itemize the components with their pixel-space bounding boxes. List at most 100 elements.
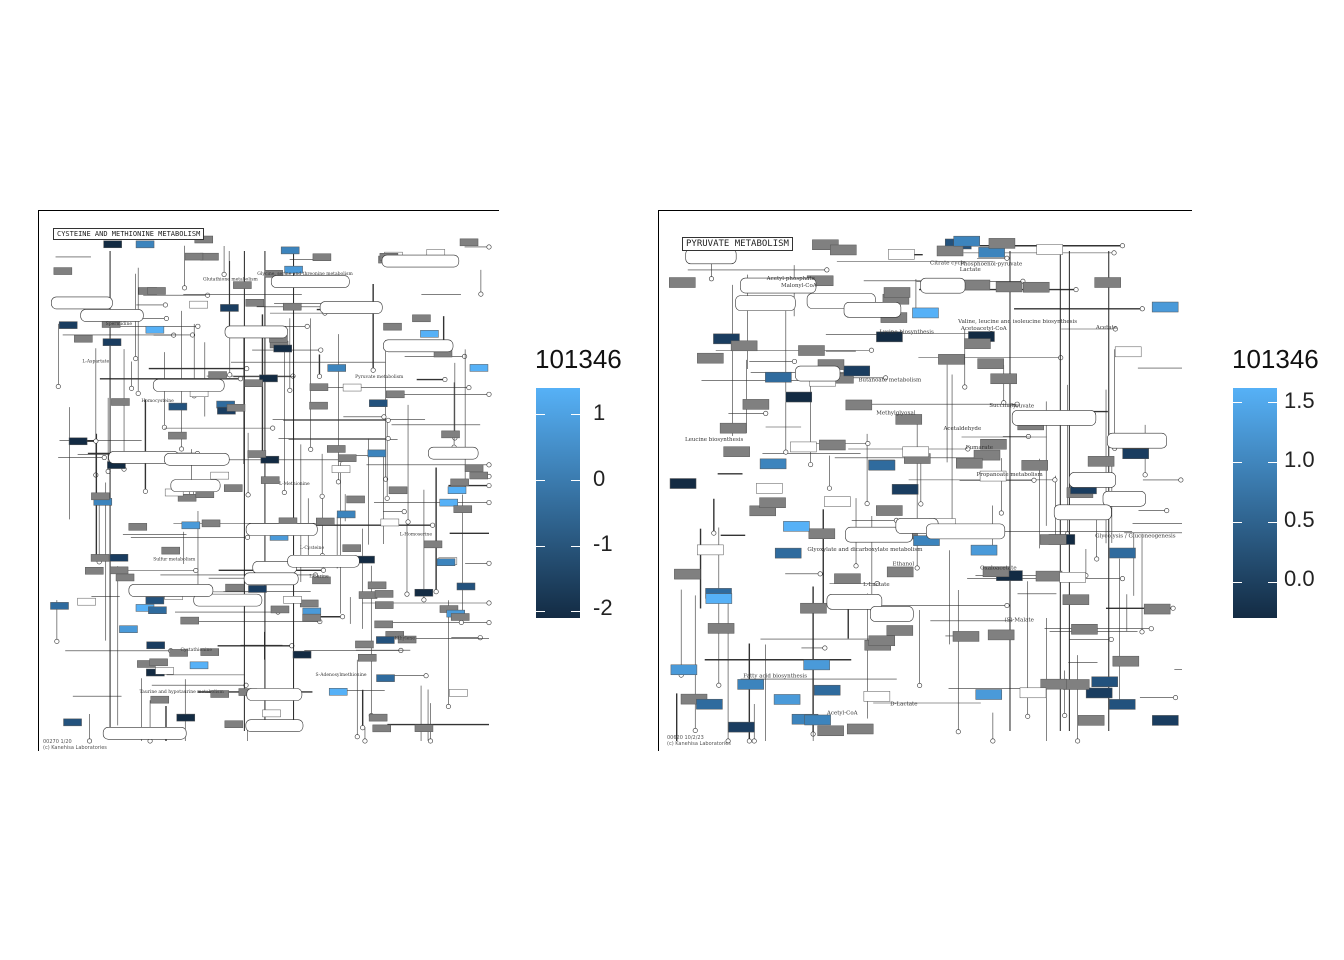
enzyme-box: [876, 505, 903, 516]
compound-label: Butanoate metabolism: [858, 378, 922, 384]
compound-node: [477, 635, 483, 641]
compound-node: [385, 436, 391, 442]
enzyme-box: [244, 379, 263, 387]
enzyme-box: [259, 374, 278, 383]
enzyme-box: [423, 540, 443, 549]
enzyme-box: [369, 399, 388, 407]
compound-node: [1073, 287, 1079, 293]
compound-node: [245, 492, 251, 498]
enzyme-box: [1040, 534, 1067, 545]
enzyme-box: [342, 383, 362, 392]
enzyme-box: [1062, 679, 1090, 690]
enzyme-box: [280, 246, 300, 255]
compound-label: L-Lactate: [863, 582, 889, 588]
map-title-right: PYRUVATE METABOLISM: [682, 237, 793, 251]
compound-node: [1025, 713, 1031, 719]
compound-node: [965, 446, 971, 452]
enzyme-box: [374, 590, 394, 598]
compound-node: [318, 347, 324, 353]
compound-node: [193, 567, 199, 573]
pathway-link-box: [845, 526, 913, 543]
pathway-link-box: [193, 593, 263, 607]
enzyme-box: [168, 431, 187, 440]
enzyme-box: [987, 629, 1015, 641]
compound-node: [1170, 605, 1176, 611]
enzyme-box: [742, 399, 770, 410]
pathway-diagram-left: S-Adenosylmethionine L-Cysteine L-Methioni…: [50, 235, 492, 744]
compound-node: [1062, 713, 1068, 719]
compound-label: Methylglyoxal: [876, 410, 916, 416]
enzyme-box: [737, 679, 764, 690]
enzyme-box: [790, 441, 817, 453]
compound-node: [791, 358, 797, 364]
enzyme-box: [260, 455, 280, 464]
enzyme-box: [846, 723, 874, 735]
enzyme-box: [1143, 603, 1171, 615]
compound-node: [385, 417, 391, 423]
compound-label: Phosphoenol-pyruvate: [960, 261, 1022, 267]
enzyme-box: [459, 238, 479, 247]
enzyme-box: [759, 458, 787, 470]
enzyme-box: [819, 439, 846, 451]
enzyme-box: [800, 602, 827, 614]
enzyme-box: [439, 498, 459, 507]
compound-label: Pyruvate metabolism: [355, 374, 404, 380]
enzyme-box: [376, 636, 395, 644]
pathway-link-box: [843, 302, 902, 318]
pathway-link-box: [826, 594, 883, 610]
enzyme-box: [843, 365, 871, 377]
legend-tick-mark: [1233, 582, 1242, 584]
enzyme-box: [149, 658, 168, 667]
enzyme-box: [1062, 594, 1090, 605]
enzyme-box: [883, 287, 911, 298]
enzyme-box: [728, 721, 755, 733]
enzyme-box: [912, 307, 939, 319]
compound-node: [179, 446, 185, 452]
enzyme-box: [224, 720, 244, 728]
compound-node: [1004, 255, 1010, 261]
compound-node: [205, 292, 211, 298]
compound-node: [1148, 626, 1154, 632]
pathway-link-box: [735, 295, 796, 311]
enzyme-box: [376, 674, 395, 682]
compound-node: [1111, 250, 1117, 256]
enzyme-box: [990, 373, 1017, 385]
compound-node: [340, 614, 346, 620]
compound-node: [486, 462, 492, 468]
legend-title-right: 101346: [1232, 344, 1319, 374]
enzyme-box: [168, 402, 188, 411]
compound-node: [462, 353, 468, 359]
enzyme-box: [375, 601, 394, 609]
pathway-link-box: [102, 727, 187, 740]
enzyme-box: [109, 554, 129, 562]
compound-node: [430, 522, 436, 528]
enzyme-box: [977, 358, 1004, 369]
enzyme-box: [980, 438, 1007, 450]
enzyme-box: [1108, 699, 1136, 710]
pathway-link-box: [319, 301, 383, 314]
legend-tick-mark: [1268, 402, 1277, 404]
enzyme-box: [995, 281, 1023, 293]
compound-label: Acetate: [1095, 325, 1117, 331]
compound-label: L-Homoserine: [400, 532, 433, 538]
legend-tick-mark: [536, 480, 545, 481]
enzyme-box: [292, 650, 312, 659]
enzyme-box: [1021, 460, 1048, 471]
compound-node: [824, 267, 830, 273]
compound-label: Fatty acid biosynthesis: [743, 673, 807, 679]
enzyme-box: [326, 445, 346, 453]
enzyme-box: [111, 398, 130, 406]
compound-label: Leucine biosynthesis: [685, 437, 743, 443]
enzyme-box: [824, 496, 851, 507]
enzyme-box: [208, 371, 227, 379]
legend-tick-mark: [571, 545, 580, 547]
compound-node: [221, 271, 227, 277]
compound-node: [708, 276, 714, 282]
compound-node: [458, 620, 464, 626]
enzyme-box: [469, 364, 489, 372]
compound-node: [1139, 629, 1145, 635]
pathway-link-box: [245, 719, 304, 732]
pathway-link-box: [740, 277, 817, 294]
compound-node: [54, 638, 60, 644]
compound-node: [883, 375, 889, 381]
